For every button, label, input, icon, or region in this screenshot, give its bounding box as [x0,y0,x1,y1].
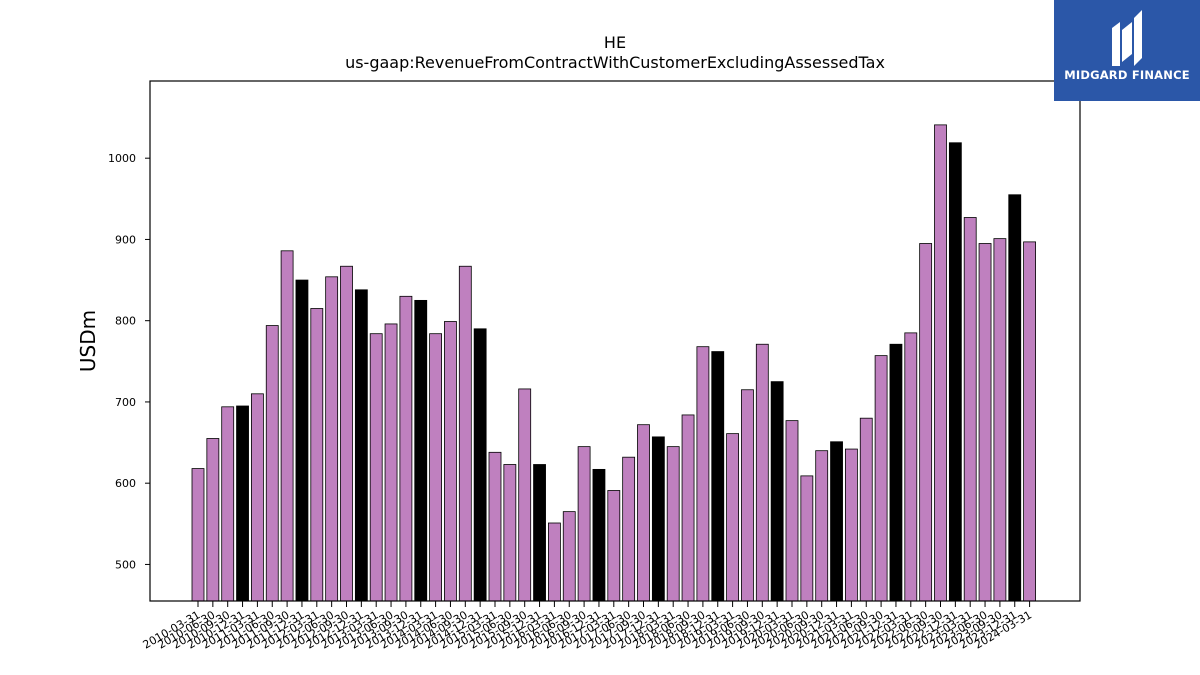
bar-2018-03-31 [666,446,680,602]
bar-2020-12-31 [830,441,843,602]
bar-2012-12-31 [354,289,368,602]
y-tick-label: 600 [115,477,136,490]
bar-2018-06-30 [681,414,695,602]
bar-2021-12-31 [889,343,903,602]
brand-mark-icon [1112,10,1142,66]
bar-2021-03-31 [845,448,858,602]
bar-2022-09-30 [934,124,947,602]
bar-2023-03-31 [963,217,977,602]
bar-2011-12-31 [295,279,309,602]
bar-2018-12-31 [711,351,725,602]
bar-2024-03-31 [1023,241,1036,602]
bar-2017-03-31 [607,490,621,602]
bar-2013-12-31 [414,299,428,602]
y-tick-label: 500 [115,558,136,571]
bar-2010-09-30 [221,406,235,602]
bar-2017-09-30 [637,424,650,602]
bar-2023-12-31 [1008,194,1022,602]
bar-2013-06-30 [384,323,398,602]
bar-2017-12-31 [651,436,665,602]
bar-2016-03-31 [548,522,561,602]
bar-2018-09-30 [696,346,710,602]
bar-2022-03-31 [904,332,918,602]
bar-2022-06-30 [919,243,933,602]
bar-2019-09-30 [755,343,769,602]
bar-2019-06-30 [741,389,754,602]
bar-2014-12-31 [473,328,487,602]
bar-2020-06-30 [800,475,814,602]
bar-2021-09-30 [874,355,888,602]
bar-2023-06-30 [978,243,992,602]
y-ticks-group: 500 600 700 800 900 1000 [108,152,150,571]
bar-2014-03-31 [429,333,443,602]
bar-2013-09-30 [399,295,413,602]
bar-2011-06-30 [265,325,279,602]
bar-2016-06-30 [562,511,576,602]
plot-frame [149,80,1081,602]
bar-2020-09-30 [815,450,829,602]
bars-group [191,124,1036,602]
bar-2013-03-31 [369,333,383,602]
bar-2012-03-31 [310,308,324,602]
brand-name: MIDGARD FINANCE [1064,68,1190,82]
y-tick-label: 700 [115,396,136,409]
bar-2019-12-31 [770,381,784,602]
bar-2014-06-30 [444,321,457,602]
bar-2011-03-31 [250,393,264,602]
chart-title: HE [604,33,626,52]
bar-2010-12-31 [236,405,249,602]
bar-2015-09-30 [518,388,532,602]
bar-2014-09-30 [458,265,472,602]
brand-logo: MIDGARD FINANCE [1054,0,1200,101]
y-tick-label: 800 [115,315,136,328]
bar-2011-09-30 [280,250,294,602]
bar-2015-12-31 [533,464,546,602]
bar-2016-12-31 [592,468,606,602]
bar-2016-09-30 [577,446,591,602]
bar-2020-03-31 [785,420,799,602]
bar-2010-06-30 [206,438,220,602]
bar-2015-03-31 [488,451,502,602]
bar-2021-06-30 [859,417,873,602]
y-tick-label: 900 [115,233,136,246]
bar-2012-09-30 [340,265,353,602]
bar-2022-12-31 [948,142,962,602]
y-tick-label: 1000 [108,152,136,165]
y-axis-label: USDm [76,310,100,372]
bar-2019-03-31 [726,433,739,602]
x-ticks-group: 2010-03-312010-06-302010-09-302010-12-31… [141,601,1034,652]
bar-2010-03-31 [191,468,205,602]
bar-2023-09-30 [993,238,1007,602]
bar-2012-06-30 [325,276,339,602]
bar-2015-06-30 [503,464,517,602]
bar-2017-06-30 [622,456,636,602]
chart-subtitle: us-gaap:RevenueFromContractWithCustomerE… [345,53,885,72]
